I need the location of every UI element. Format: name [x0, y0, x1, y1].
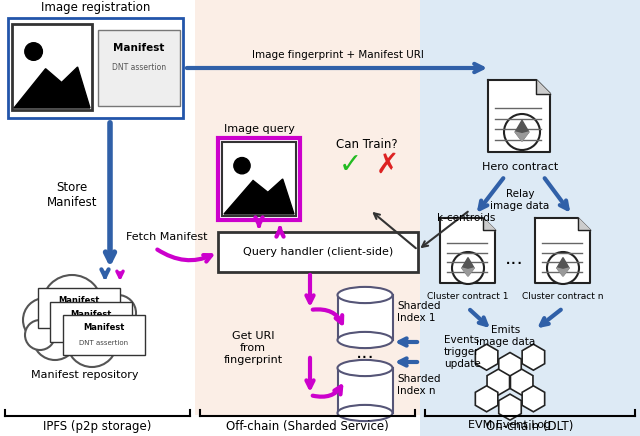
Circle shape	[504, 114, 540, 150]
FancyBboxPatch shape	[337, 295, 392, 340]
Text: Manifest: Manifest	[83, 323, 125, 331]
Circle shape	[67, 317, 117, 367]
Text: Image query: Image query	[223, 124, 294, 134]
Circle shape	[100, 295, 136, 331]
Text: DNT asse...: DNT asse...	[71, 327, 111, 333]
Text: DNT assertion: DNT assertion	[79, 340, 129, 346]
Polygon shape	[515, 132, 529, 141]
Polygon shape	[535, 218, 590, 283]
Text: Manifest: Manifest	[70, 310, 112, 319]
Text: On-chain (DLT): On-chain (DLT)	[486, 420, 573, 433]
Text: Fetch Manifest: Fetch Manifest	[126, 232, 208, 242]
Text: Get URI
from
fingerprint: Get URI from fingerprint	[223, 331, 283, 364]
Text: ✓: ✓	[339, 151, 362, 179]
Text: Relay
image data: Relay image data	[490, 189, 550, 211]
Polygon shape	[224, 179, 294, 214]
Text: Emits
image data: Emits image data	[476, 325, 536, 347]
Text: Cluster contract 1: Cluster contract 1	[428, 292, 509, 301]
Text: Store
Manifest: Store Manifest	[47, 181, 97, 209]
Polygon shape	[499, 394, 521, 420]
FancyBboxPatch shape	[222, 142, 296, 216]
Polygon shape	[499, 353, 521, 378]
FancyBboxPatch shape	[218, 232, 418, 272]
Text: Manifest: Manifest	[113, 43, 164, 53]
Text: EVM Event Log: EVM Event Log	[468, 420, 552, 430]
Text: Sharded
Index 1: Sharded Index 1	[397, 301, 440, 323]
Polygon shape	[557, 258, 569, 276]
Text: ✗: ✗	[376, 151, 399, 179]
Text: Image fingerprint + Manifest URI: Image fingerprint + Manifest URI	[252, 50, 424, 60]
Ellipse shape	[337, 405, 392, 421]
Circle shape	[25, 43, 42, 60]
Polygon shape	[522, 386, 545, 412]
Circle shape	[25, 320, 55, 350]
Polygon shape	[483, 218, 495, 230]
Circle shape	[234, 157, 250, 174]
Text: Events
trigger
update: Events trigger update	[444, 335, 481, 368]
Ellipse shape	[337, 360, 392, 376]
Polygon shape	[488, 80, 550, 152]
FancyBboxPatch shape	[337, 368, 392, 413]
Text: ...: ...	[356, 343, 374, 361]
Polygon shape	[522, 344, 545, 370]
Circle shape	[76, 296, 124, 344]
FancyBboxPatch shape	[195, 0, 420, 415]
Polygon shape	[511, 369, 533, 395]
FancyBboxPatch shape	[98, 30, 180, 106]
FancyBboxPatch shape	[50, 302, 132, 342]
Text: Hero contract: Hero contract	[482, 162, 558, 172]
Polygon shape	[536, 80, 550, 94]
FancyBboxPatch shape	[8, 18, 183, 118]
Circle shape	[42, 275, 102, 335]
FancyBboxPatch shape	[12, 24, 92, 110]
FancyBboxPatch shape	[218, 138, 300, 220]
Circle shape	[452, 252, 484, 284]
Ellipse shape	[337, 332, 392, 348]
Text: Off-chain (Sharded Service): Off-chain (Sharded Service)	[226, 420, 389, 433]
Text: UNI assertion: UNI assertion	[56, 313, 102, 319]
Polygon shape	[578, 218, 590, 230]
Polygon shape	[487, 369, 509, 395]
Circle shape	[23, 298, 67, 342]
Ellipse shape	[337, 287, 392, 303]
Text: IPFS (p2p storage): IPFS (p2p storage)	[44, 420, 152, 433]
Text: Image registration: Image registration	[41, 1, 150, 14]
Circle shape	[33, 316, 77, 360]
Polygon shape	[462, 258, 474, 276]
Polygon shape	[462, 268, 474, 276]
FancyBboxPatch shape	[63, 315, 145, 355]
Text: k-centroids: k-centroids	[437, 213, 495, 223]
Text: Cluster contract n: Cluster contract n	[522, 292, 604, 301]
FancyBboxPatch shape	[38, 288, 120, 328]
Circle shape	[547, 252, 579, 284]
Text: Query handler (client-side): Query handler (client-side)	[243, 247, 393, 257]
Polygon shape	[476, 386, 498, 412]
Text: Can Train?: Can Train?	[336, 138, 398, 151]
Polygon shape	[14, 67, 90, 108]
Text: ...: ...	[504, 249, 524, 268]
Text: Sharded
Index n: Sharded Index n	[397, 374, 440, 396]
FancyBboxPatch shape	[420, 0, 640, 436]
Polygon shape	[476, 344, 498, 370]
Text: Manifest repository: Manifest repository	[31, 370, 139, 380]
Text: DNT assertion: DNT assertion	[112, 64, 166, 72]
Polygon shape	[515, 120, 529, 141]
Polygon shape	[440, 218, 495, 283]
Polygon shape	[557, 268, 569, 276]
Circle shape	[100, 317, 136, 353]
Text: Manifest: Manifest	[58, 296, 100, 304]
